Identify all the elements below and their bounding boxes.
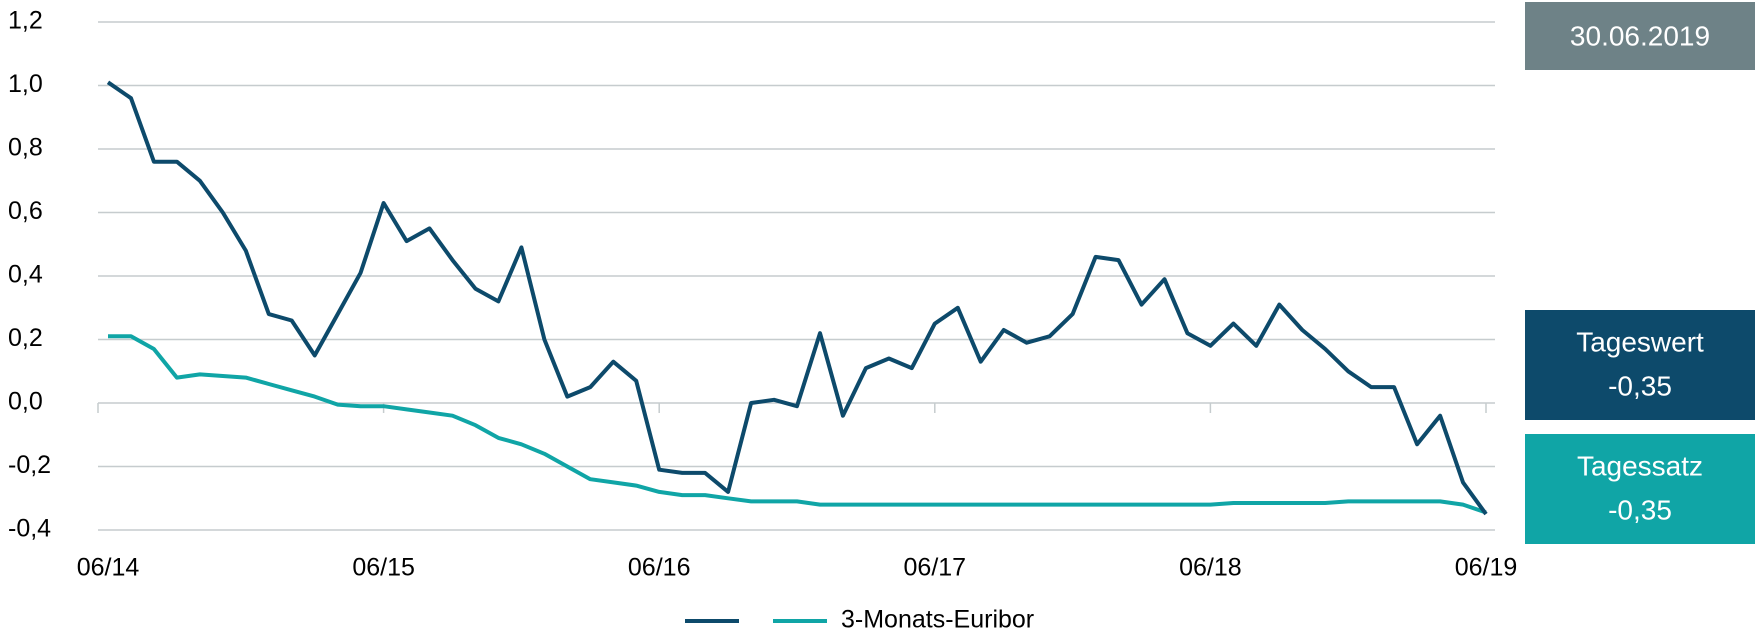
value-box <box>1525 310 1755 420</box>
y-tick-label: 1,2 <box>8 7 43 35</box>
x-tick-label: 06/17 <box>904 554 967 582</box>
grid: -0,4 -0,2 0,0 0,2 0,4 0,6 0,8 1,0 1,2 06/14 06/15 0… <box>8 7 1517 582</box>
y-tick-label: -0,4 <box>8 515 51 543</box>
legend-label: 3-Monats-Euribor <box>841 606 1034 634</box>
y-tick-label: 0,4 <box>8 261 43 289</box>
value-box <box>1525 434 1755 544</box>
x-tick-label: 06/16 <box>628 554 691 582</box>
series-line <box>108 334 1487 515</box>
y-tick-label: -0,2 <box>8 451 51 479</box>
value-box-label: Tageswert <box>1576 326 1704 357</box>
value-box-value: -0,35 <box>1608 494 1672 525</box>
y-tick-label: 0,0 <box>8 388 43 416</box>
x-tick-label: 06/15 <box>352 554 415 582</box>
series-line <box>106 80 1488 516</box>
x-tick-label: 06/14 <box>77 554 140 582</box>
legend: 3-Monats-Euribor <box>685 606 1034 634</box>
value-box-label: Tagessatz <box>1577 450 1703 481</box>
x-tick-label: 06/18 <box>1179 554 1242 582</box>
y-tick-label: 0,2 <box>8 324 43 352</box>
y-tick-label: 0,8 <box>8 134 43 162</box>
y-tick-label: 0,6 <box>8 197 43 225</box>
x-tick-label: 06/19 <box>1455 554 1518 582</box>
y-tick-label: 1,0 <box>8 70 43 98</box>
panel: 30.06.2019 Tageswert -0,35 Tagessatz -0,35 <box>1525 2 1755 544</box>
date-label: 30.06.2019 <box>1570 20 1710 51</box>
value-box-value: -0,35 <box>1608 370 1672 401</box>
lines <box>106 80 1488 516</box>
date-box <box>1525 2 1755 70</box>
